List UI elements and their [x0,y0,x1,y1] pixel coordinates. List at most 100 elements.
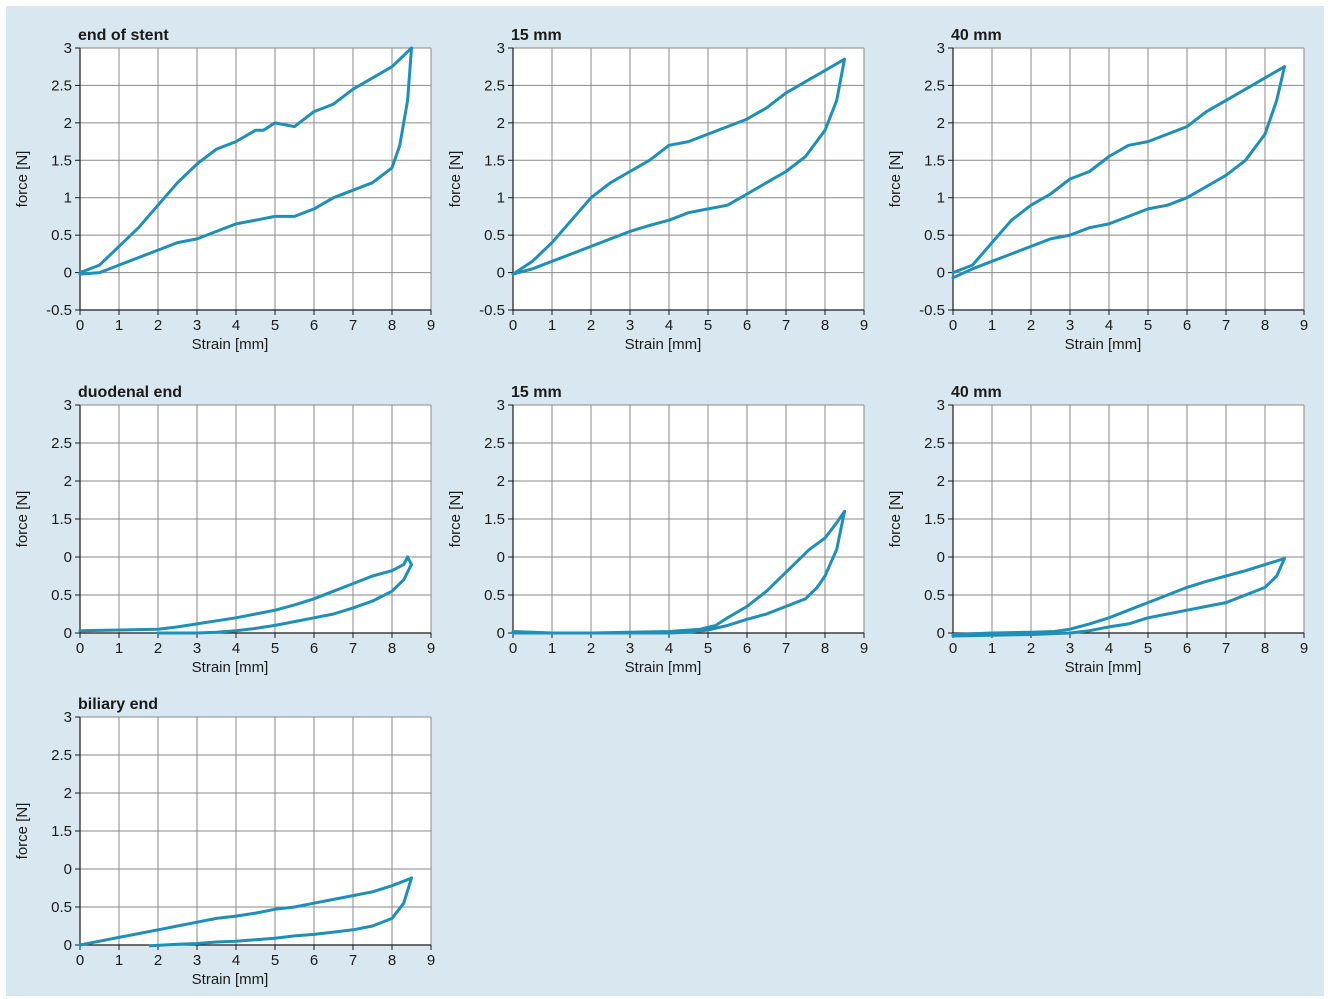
y-tick-label: 2 [937,473,945,490]
y-tick-label: 3 [937,40,945,57]
x-tick-label: 8 [388,317,396,334]
plot-area [513,48,864,310]
chart-title: end of stent [78,27,169,44]
x-tick-label: 5 [1144,640,1152,657]
x-tick-label: 6 [743,317,751,334]
chart-panel-7: 0 1 2 3 4 5 6 7 8 9 0 0.5 0 1.5 2 2.5 3 biliary end Strain… [14,696,435,988]
x-axis-label: Strain [mm] [192,336,269,353]
y-tick-label: 0 [64,625,72,642]
x-axis-label: Strain [mm] [625,659,702,676]
y-tick-label: 2.5 [484,435,505,452]
y-tick-label: 0.5 [51,899,72,916]
x-tick-label: 1 [548,317,556,334]
x-tick-label: 0 [949,640,957,657]
unloading-curve [511,509,846,635]
y-tick-label: 0.5 [484,227,505,244]
x-tick-label: 9 [427,317,435,334]
x-tick-label: 9 [1300,640,1308,657]
y-tick-label: 2 [937,115,945,132]
y-tick-label: 1.5 [51,823,72,840]
y-axis-label: force [N] [14,491,31,548]
y-axis-label: force [N] [14,151,31,208]
y-tick-label: 0 [64,937,72,954]
plot-area [953,48,1304,310]
loading-curve [78,876,413,947]
x-tick-label: 7 [782,317,790,334]
x-tick-label: 2 [154,952,162,969]
y-tick-label: 1 [64,190,72,207]
y-tick-label: 2 [497,473,505,490]
x-tick-label: 4 [665,640,673,657]
y-tick-label: 2.5 [924,77,945,94]
y-tick-label: 0 [937,549,945,566]
x-tick-label: 2 [1027,640,1035,657]
loading-curve [511,509,846,635]
x-tick-label: 6 [743,640,751,657]
y-tick-label: 2.5 [484,77,505,94]
x-axis-label: Strain [mm] [192,659,269,676]
x-tick-label: 9 [1300,317,1308,334]
x-tick-label: 5 [1144,317,1152,334]
unloading-curve [511,57,846,276]
x-tick-label: 8 [1261,317,1269,334]
y-tick-label: 2.5 [51,435,72,452]
y-tick-label: 0 [64,861,72,878]
unloading-curve [78,46,413,276]
x-tick-label: 1 [115,317,123,334]
x-tick-label: 7 [349,317,357,334]
x-tick-label: 3 [626,317,634,334]
x-tick-label: 5 [704,640,712,657]
y-tick-label: 1.5 [924,152,945,169]
y-tick-label: 2.5 [924,435,945,452]
x-axis-label: Strain [mm] [625,336,702,353]
x-tick-label: 4 [232,640,240,657]
x-tick-label: 6 [1183,317,1191,334]
x-tick-label: 1 [115,952,123,969]
chart-title: duodenal end [78,384,182,401]
y-tick-label: 3 [497,397,505,414]
x-tick-label: 7 [349,952,357,969]
y-tick-label: 0 [497,625,505,642]
y-tick-label: 2.5 [51,77,72,94]
unloading-curve [951,557,1286,638]
x-tick-label: 0 [76,640,84,657]
x-tick-label: 6 [310,317,318,334]
y-axis-label: force [N] [447,491,464,548]
x-tick-label: 4 [665,317,673,334]
x-tick-label: 2 [154,317,162,334]
x-axis-label: Strain [mm] [192,971,269,988]
loading-curve [78,46,413,275]
y-tick-label: 2 [64,473,72,490]
x-tick-label: 2 [587,317,595,334]
y-tick-label: 1 [937,190,945,207]
x-tick-label: 4 [232,952,240,969]
x-tick-label: 0 [509,317,517,334]
x-axis-label: Strain [mm] [1065,659,1142,676]
x-tick-label: 5 [271,640,279,657]
chart-title: 40 mm [951,27,1002,44]
y-tick-label: 3 [497,40,505,57]
x-tick-label: 0 [76,317,84,334]
chart-panel-5: 0 1 2 3 4 5 6 7 8 9 0 0.5 0 1.5 2 2.5 3 15 mm Strain [mm] f… [447,384,868,676]
y-tick-label: -0.5 [919,302,945,319]
y-axis-label: force [N] [447,151,464,208]
x-tick-label: 7 [349,640,357,657]
unloading-curve [156,555,413,635]
x-tick-label: 1 [548,640,556,657]
y-tick-label: -0.5 [46,302,72,319]
y-axis-label: force [N] [887,151,904,208]
x-tick-label: 7 [1222,317,1230,334]
x-tick-label: 8 [821,317,829,334]
x-tick-label: 9 [427,952,435,969]
x-tick-label: 9 [860,317,868,334]
loading-curve [78,555,410,633]
loading-curve [951,557,1286,636]
y-tick-label: 0 [937,265,945,282]
y-tick-label: 2 [64,785,72,802]
chart-panel-4: 0 1 2 3 4 5 6 7 8 9 0 0.5 0 1.5 2 2.5 3 duodenal end Strai… [14,384,435,676]
x-tick-label: 9 [427,640,435,657]
x-tick-label: 4 [1105,640,1113,657]
y-tick-label: 1.5 [924,511,945,528]
x-tick-label: 1 [988,317,996,334]
x-tick-label: 5 [704,317,712,334]
